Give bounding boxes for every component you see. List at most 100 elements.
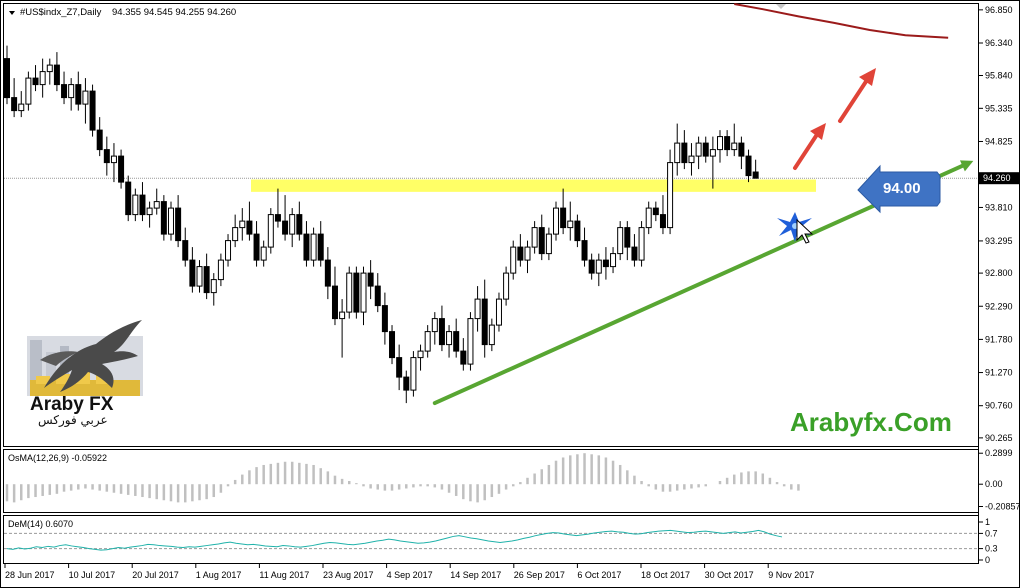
bear-candle: [182, 240, 189, 261]
bull-candle: [289, 214, 296, 235]
bear-candle: [517, 246, 524, 261]
osma-tick-label: -0.20857: [985, 502, 1020, 512]
bear-candle: [61, 84, 68, 99]
bull-candle: [410, 357, 417, 391]
bull-candle: [474, 298, 481, 320]
bear-candle: [374, 285, 381, 307]
bull-candle: [524, 246, 531, 261]
bear-candle: [367, 272, 374, 287]
bear-candle: [724, 136, 731, 151]
time-tick-label: 11 Aug 2017: [259, 570, 309, 580]
bull-candle: [503, 272, 510, 300]
bull-candle: [132, 194, 139, 216]
bear-candle: [282, 220, 289, 235]
watermark-text: Arabyfx.Com: [790, 407, 952, 437]
dem-tick-label: 0.7: [985, 528, 998, 538]
bull-candle: [709, 149, 716, 157]
bull-candle: [110, 155, 117, 164]
bear-candle: [659, 214, 666, 229]
bear-candle: [389, 331, 396, 359]
chevron-down-icon[interactable]: [9, 11, 15, 15]
osma-axis: 0.2899 0.00 -0.20857: [979, 448, 1020, 512]
bull-candle: [260, 246, 267, 261]
bear-candle: [560, 207, 567, 229]
bull-candle: [217, 259, 224, 281]
bear-candle: [4, 58, 10, 99]
chevron-down-icon: [776, 4, 786, 9]
time-tick-label: 4 Sep 2017: [387, 570, 433, 580]
bull-candle: [510, 246, 517, 274]
bear-candle: [702, 142, 709, 157]
time-tick-label: 10 Jul 2017: [69, 570, 116, 580]
bull-candle: [346, 272, 353, 313]
bull-candle: [567, 220, 574, 229]
time-tick-label: 14 Sep 2017: [450, 570, 501, 580]
bull-candle: [638, 227, 645, 261]
bear-candle: [353, 272, 360, 313]
bull-candle: [310, 233, 317, 261]
bull-candle: [595, 259, 602, 274]
price-tick-label: 91.270: [985, 368, 1013, 378]
logo-text-en: Araby FX: [30, 394, 114, 415]
bull-candle: [196, 266, 203, 287]
dem-tick-label: 1: [985, 517, 990, 527]
bull-candle: [674, 142, 681, 164]
bear-candle: [381, 305, 388, 333]
ohlc-label: 94.355 94.545 94.255 94.260: [112, 7, 236, 18]
bear-candle: [681, 142, 688, 164]
bull-candle: [488, 324, 495, 346]
bear-candle: [96, 129, 103, 151]
eagle-logo-icon: Araby FX عربي فوركس: [27, 320, 143, 428]
osma-histogram: [5, 453, 800, 503]
time-tick-label: 9 Nov 2017: [768, 570, 814, 580]
bear-candle: [574, 220, 581, 242]
trendline-arrowhead: [959, 160, 974, 172]
bull-candle: [424, 331, 431, 352]
bear-candle: [89, 90, 96, 131]
bear-candle: [118, 155, 125, 183]
price-tick-label: 93.295: [985, 236, 1013, 246]
time-tick-label: 20 Jul 2017: [132, 570, 179, 580]
price-axis: 96.850 96.340 95.840 95.335 94.825 93.810 93.2…: [979, 5, 1013, 443]
price-tick-label: 96.340: [985, 38, 1013, 48]
logo-text-ar: عربي فوركس: [38, 413, 108, 428]
bull-candle: [146, 207, 153, 216]
bull-candle: [210, 279, 217, 294]
bull-candle: [717, 136, 723, 151]
bear-candle: [75, 84, 82, 105]
time-tick-label: 1 Aug 2017: [196, 570, 242, 580]
bear-candle: [396, 357, 403, 378]
bear-candle: [246, 220, 253, 235]
bear-candle: [160, 201, 167, 235]
bull-candle: [645, 207, 652, 229]
price-tick-label: 91.780: [985, 334, 1013, 344]
up-arrow-icon: [793, 123, 826, 170]
price-tick-label: 90.265: [985, 433, 1013, 443]
bear-candle: [189, 259, 196, 287]
bear-candle: [631, 246, 638, 261]
bull-candle: [267, 214, 274, 248]
bull-candle: [232, 227, 239, 242]
bear-candle: [103, 149, 110, 164]
bull-candle: [617, 227, 624, 255]
bear-candle: [11, 97, 18, 112]
price-tick-label: 90.760: [985, 401, 1013, 411]
bear-candle: [324, 259, 331, 287]
bear-candle: [203, 266, 210, 294]
bear-candle: [53, 64, 60, 86]
bear-candle: [602, 259, 609, 268]
bear-candle: [481, 298, 488, 346]
price-tick-label: 92.290: [985, 301, 1013, 311]
current-price-label: 94.260: [983, 173, 1011, 183]
bull-candle: [68, 84, 75, 99]
current-price-tag: 94.260: [979, 172, 1019, 185]
bear-candle: [738, 142, 745, 157]
osma-tick-label: 0.00: [985, 479, 1003, 489]
bull-candle: [417, 350, 424, 359]
bull-candle: [360, 272, 367, 313]
bear-candle: [624, 227, 631, 248]
bull-candle: [82, 90, 89, 105]
bear-candle: [745, 155, 752, 177]
level-badge-label: 94.00: [883, 180, 921, 197]
bear-candle: [296, 214, 303, 235]
